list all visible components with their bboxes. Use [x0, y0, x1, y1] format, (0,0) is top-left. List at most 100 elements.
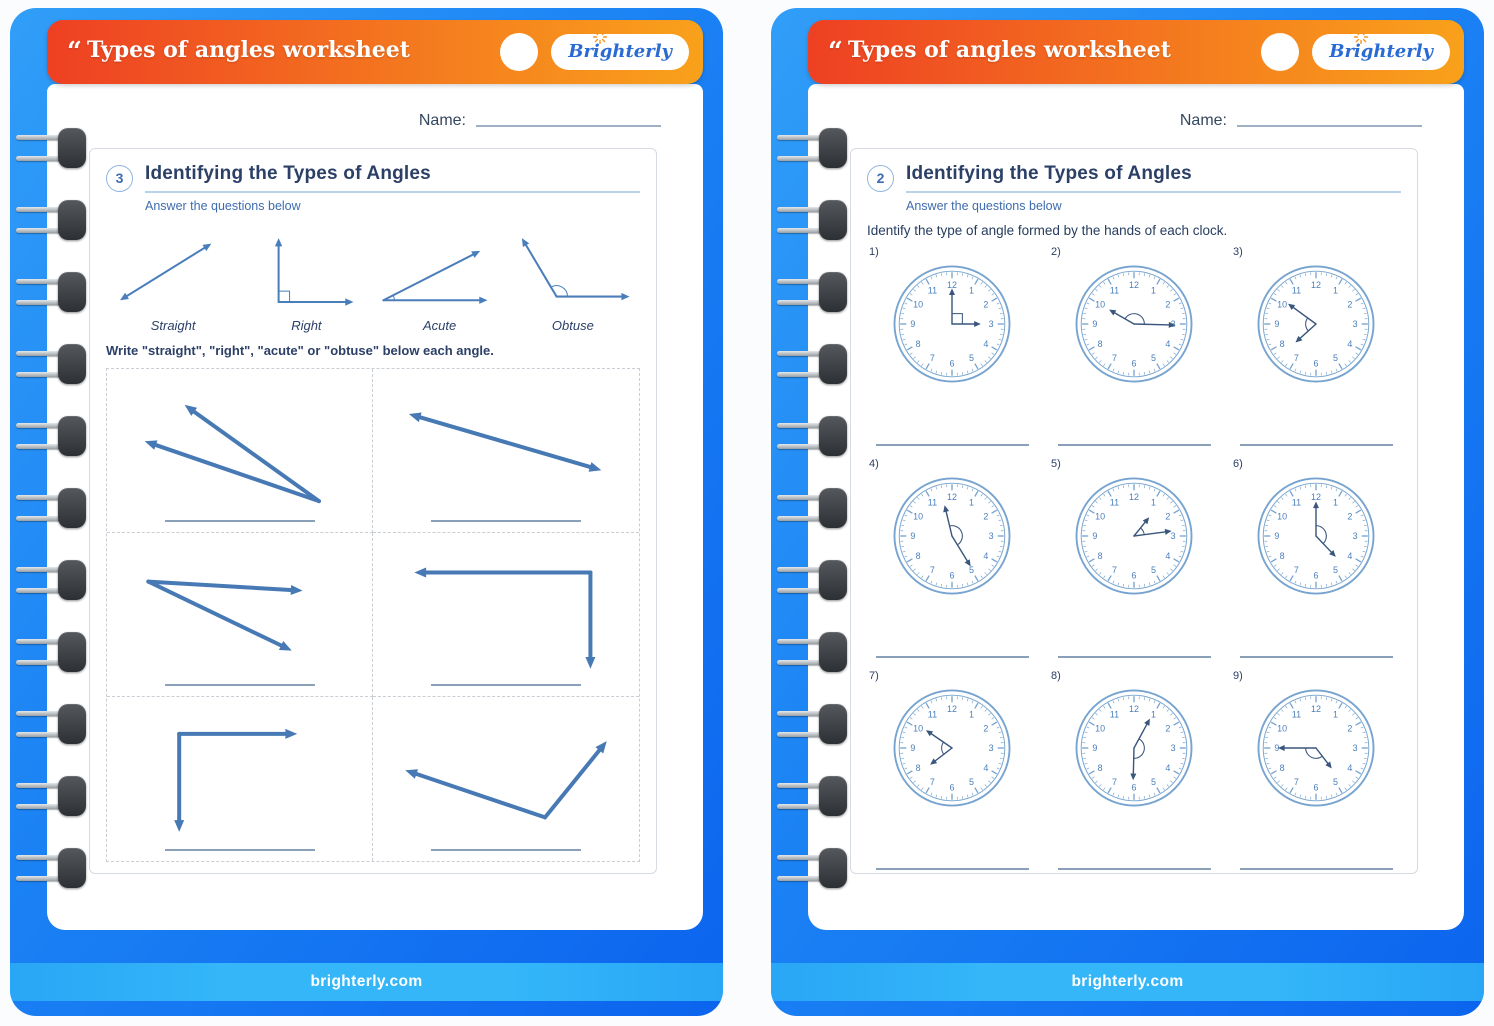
clip-prong	[777, 855, 835, 860]
answer-line	[875, 444, 1029, 446]
clock-item: 6) 1 2 3 4 5 6 7 8 9 10 11 12	[1231, 456, 1401, 668]
footer-url: brighterly.com	[1071, 973, 1184, 990]
clip-body	[58, 416, 86, 456]
svg-text:9: 9	[910, 531, 915, 541]
binder-clip	[16, 344, 94, 384]
svg-text:6: 6	[1132, 782, 1137, 792]
clip-prong	[777, 300, 835, 305]
svg-text:7: 7	[930, 777, 935, 787]
svg-text:3: 3	[1353, 531, 1358, 541]
binder-clip	[777, 632, 855, 672]
section-title: Identifying the Types of Angles	[145, 163, 640, 193]
clock-item: 3) 1 2 3 4 5 6 7 8 9 10 11 12	[1231, 244, 1401, 456]
svg-text:4: 4	[1165, 551, 1170, 561]
angle-cell	[373, 697, 639, 861]
svg-text:7: 7	[1294, 565, 1299, 575]
angle-cell	[373, 533, 639, 697]
answer-line	[875, 656, 1029, 658]
clip-prong	[777, 804, 835, 809]
clip-prong	[777, 783, 835, 788]
svg-text:7: 7	[930, 565, 935, 575]
binder-clip	[16, 776, 94, 816]
clip-prong	[777, 207, 835, 212]
svg-text:5: 5	[969, 353, 974, 363]
svg-text:10: 10	[1095, 724, 1105, 734]
clip-prong	[16, 495, 74, 500]
section-badge: 3	[106, 164, 133, 192]
clip-prong	[16, 804, 74, 809]
clip-body	[819, 200, 847, 240]
svg-text:11: 11	[1292, 709, 1301, 719]
clip-prong	[16, 156, 74, 161]
clip-prong	[777, 228, 835, 233]
svg-text:12: 12	[1311, 280, 1321, 290]
svg-text:12: 12	[947, 280, 957, 290]
header-circle-decoration	[1261, 33, 1300, 71]
svg-text:2: 2	[1347, 300, 1352, 310]
clock-number: 8)	[1051, 670, 1061, 682]
svg-text:11: 11	[928, 285, 937, 295]
sunburst-icon	[593, 30, 608, 44]
clip-prong	[16, 783, 74, 788]
answer-line	[1057, 444, 1211, 446]
svg-text:6: 6	[950, 570, 955, 580]
svg-text:6: 6	[950, 782, 955, 792]
right-worksheet-page: “Types of angles worksheet Brighterly Na…	[771, 8, 1484, 1016]
clip-prong	[777, 495, 835, 500]
svg-text:11: 11	[1110, 497, 1119, 507]
svg-text:10: 10	[913, 512, 923, 522]
clip-prong	[777, 588, 835, 593]
svg-text:8: 8	[1280, 763, 1285, 773]
svg-text:11: 11	[928, 709, 937, 719]
svg-text:9: 9	[1092, 319, 1097, 329]
clip-prong	[16, 279, 74, 284]
svg-text:11: 11	[1110, 709, 1119, 719]
section-subtitle: Answer the questions below	[906, 199, 1062, 213]
clip-body	[819, 272, 847, 312]
clock-number: 1)	[869, 246, 879, 258]
svg-text:7: 7	[1112, 777, 1117, 787]
example-angles: Straight Right Acute Obtuse	[110, 229, 636, 333]
binder-clip	[16, 704, 94, 744]
clip-body	[819, 848, 847, 888]
angle-figure	[275, 238, 354, 306]
svg-text:3: 3	[1353, 319, 1358, 329]
svg-text:6: 6	[1132, 358, 1137, 368]
svg-text:4: 4	[983, 551, 988, 561]
svg-text:9: 9	[1274, 319, 1279, 329]
svg-text:4: 4	[1347, 763, 1352, 773]
svg-text:5: 5	[1333, 777, 1338, 787]
svg-text:5: 5	[1333, 353, 1338, 363]
clip-prong	[16, 516, 74, 521]
clip-body	[58, 848, 86, 888]
clock-number: 2)	[1051, 246, 1061, 258]
clock-number: 3)	[1233, 246, 1243, 258]
example-label: Obtuse	[551, 318, 594, 333]
svg-text:8: 8	[1280, 551, 1285, 561]
answer-line	[1239, 444, 1393, 446]
answer-line	[1057, 868, 1211, 870]
svg-text:5: 5	[969, 565, 974, 575]
svg-text:8: 8	[1098, 763, 1103, 773]
binder-clip	[777, 488, 855, 528]
clip-prong	[777, 516, 835, 521]
svg-text:8: 8	[916, 551, 921, 561]
clip-prong	[16, 567, 74, 572]
angle-figure	[382, 250, 488, 304]
clip-body	[819, 128, 847, 168]
name-row: Name:	[47, 84, 703, 130]
clip-prong	[16, 588, 74, 593]
clip-prong	[16, 300, 74, 305]
svg-text:1: 1	[1151, 285, 1156, 295]
binder-clip	[777, 344, 855, 384]
svg-text:8: 8	[1098, 551, 1103, 561]
answer-line	[431, 684, 581, 686]
name-label: Name:	[418, 112, 466, 129]
svg-text:1: 1	[1333, 285, 1338, 295]
svg-text:1: 1	[1333, 709, 1338, 719]
